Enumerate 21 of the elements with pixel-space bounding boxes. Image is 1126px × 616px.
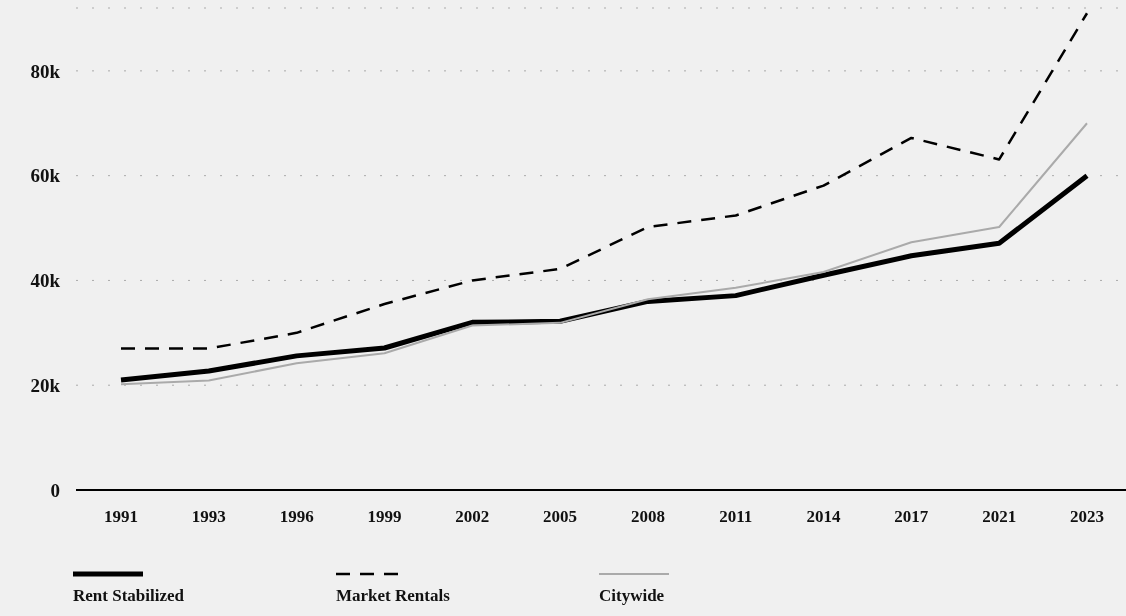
x-tick-label: 2014 <box>806 507 842 527</box>
x-tick-label: 2008 <box>630 507 665 527</box>
x-tick-label: 2023 <box>1070 507 1104 527</box>
legend-label: Rent Stabilized <box>73 586 184 606</box>
y-tick-label: 80k <box>30 60 61 82</box>
y-tick-label: 0 <box>50 479 60 501</box>
x-tick-label: 1999 <box>367 507 402 527</box>
line-series <box>119 11 1089 350</box>
x-tick-label: 2002 <box>455 507 490 527</box>
legend-label: Market Rentals <box>336 586 450 606</box>
x-tick-label: 2005 <box>543 507 578 527</box>
x-tick-label: 2017 <box>894 507 929 527</box>
y-tick-label: 60k <box>30 165 61 187</box>
y-tick-label: 20k <box>30 374 61 396</box>
x-tick-label: 1996 <box>279 507 314 527</box>
y-tick-label: 40k <box>30 270 61 292</box>
x-tick-label: 1993 <box>191 507 226 527</box>
x-tick-label: 1991 <box>104 507 138 527</box>
legend-label: Citywide <box>599 586 665 606</box>
x-tick-label: 2021 <box>982 507 1017 527</box>
x-tick-label: 2011 <box>719 507 753 527</box>
